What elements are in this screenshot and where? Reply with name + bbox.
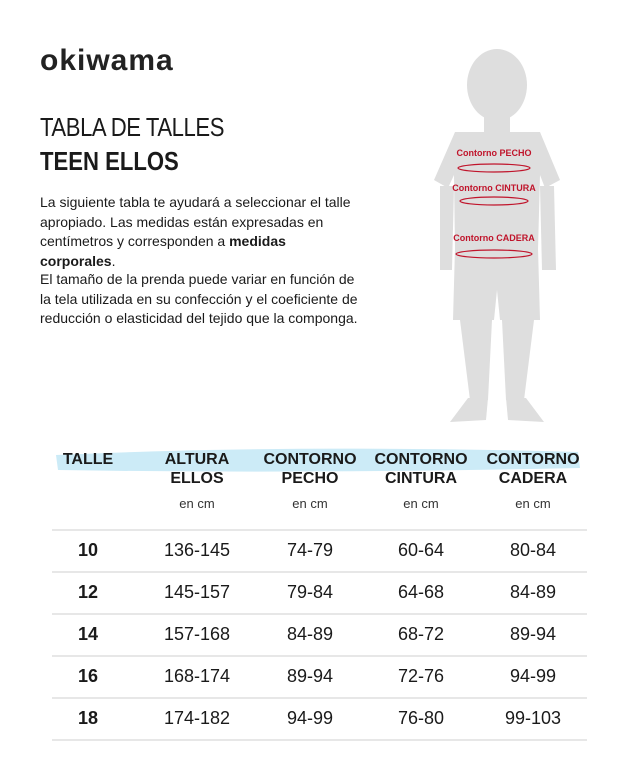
value-cell: 76-80 — [397, 708, 445, 728]
value-cell: 80-84 — [509, 540, 557, 560]
value-cell: 145-157 — [163, 582, 231, 602]
measure-rings — [455, 163, 533, 259]
column-header: TALLE — [62, 451, 114, 468]
label-cintura: Contorno CINTURA — [452, 183, 536, 193]
column-header: PECHO — [281, 470, 339, 487]
value-cell: 72-76 — [397, 666, 445, 686]
column-header: CONTORNO — [263, 451, 357, 468]
size-cell: 10 — [77, 540, 99, 560]
value-cell: 60-64 — [397, 540, 445, 560]
column-header: CINTURA — [385, 470, 457, 487]
brand-logo: okiwama — [40, 44, 174, 77]
unit-label: en cm — [179, 496, 215, 511]
unit-label: en cm — [515, 496, 551, 511]
value-cell: 68-72 — [397, 624, 445, 644]
value-cell: 89-94 — [286, 666, 334, 686]
size-cell: 16 — [77, 666, 99, 686]
text: La siguiente tabla te ayudará a seleccio… — [40, 194, 351, 249]
silhouette — [434, 49, 560, 422]
header-brush — [56, 448, 580, 472]
value-cell: 74-79 — [286, 540, 334, 560]
column-header: CONTORNO — [486, 451, 580, 468]
text: . — [111, 252, 116, 269]
value-cell: 168-174 — [163, 666, 231, 686]
value-cell: 84-89 — [509, 582, 557, 602]
unit-label: en cm — [292, 496, 328, 511]
size-cell: 12 — [77, 582, 99, 602]
size-cell: 18 — [77, 708, 99, 728]
label-pecho: Contorno PECHO — [457, 148, 532, 158]
column-header: CADERA — [498, 470, 568, 487]
value-cell: 84-89 — [286, 624, 334, 644]
value-cell: 157-168 — [163, 624, 231, 644]
title-line2: TEEN ELLOS — [40, 146, 179, 176]
value-cell: 174-182 — [163, 708, 231, 728]
column-header: ALTURA — [164, 451, 230, 468]
value-cell: 99-103 — [504, 708, 562, 728]
column-header: ELLOS — [170, 470, 224, 487]
value-cell: 64-68 — [397, 582, 445, 602]
unit-label: en cm — [403, 496, 439, 511]
intro-paragraph: La siguiente tabla te ayudará a seleccio… — [40, 193, 365, 271]
title-line1: TABLA DE TALLES — [40, 112, 225, 142]
value-cell: 94-99 — [509, 666, 557, 686]
value-cell: 94-99 — [286, 708, 334, 728]
value-cell: 136-145 — [163, 540, 231, 560]
bold-text: medidas corporales — [40, 233, 286, 269]
size-cell: 14 — [77, 624, 99, 644]
column-header: CONTORNO — [374, 451, 468, 468]
value-cell: 89-94 — [509, 624, 557, 644]
label-cadera: Contorno CADERA — [453, 233, 535, 243]
value-cell: 79-84 — [286, 582, 334, 602]
intro-paragraph: El tamaño de la prenda puede variar en f… — [40, 271, 358, 326]
